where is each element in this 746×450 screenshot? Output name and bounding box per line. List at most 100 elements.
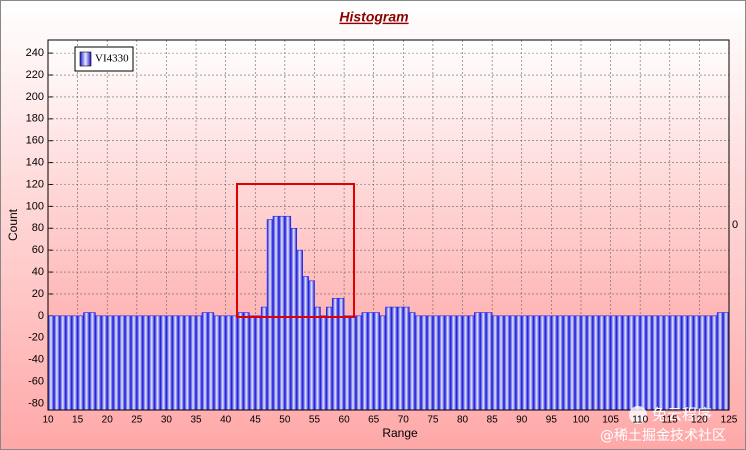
bar — [266, 219, 274, 411]
bar — [172, 315, 179, 411]
y-tick-label: -20 — [28, 332, 44, 344]
bar — [491, 315, 499, 411]
bar — [189, 315, 197, 411]
y-tick-label: 80 — [32, 222, 44, 234]
bar — [207, 312, 215, 411]
y-tick-label: 40 — [32, 266, 44, 278]
bar — [142, 315, 149, 411]
bar — [160, 315, 167, 411]
x-tick-label: 55 — [309, 415, 321, 426]
bar — [284, 215, 292, 411]
bar — [687, 315, 694, 411]
bar — [515, 315, 523, 411]
bar — [539, 315, 546, 411]
bar — [651, 315, 659, 411]
bar — [485, 312, 493, 411]
bar — [260, 306, 268, 411]
y-tick-label: 200 — [26, 91, 44, 103]
bars — [47, 215, 730, 411]
bar — [65, 315, 72, 411]
y-tick-label: 0 — [38, 310, 44, 322]
x-tick-label: 20 — [102, 415, 114, 426]
bar — [444, 315, 451, 411]
bar — [574, 315, 582, 411]
y-tick-label: -80 — [28, 397, 44, 409]
x-tick-label: 75 — [427, 415, 439, 426]
bar — [379, 315, 386, 411]
x-tick-label: 70 — [398, 415, 410, 426]
watermark-icon — [629, 406, 647, 424]
bar — [669, 315, 677, 411]
bar — [106, 315, 114, 411]
x-tick-label: 10 — [42, 415, 54, 426]
bar — [77, 315, 84, 411]
bar — [710, 315, 718, 411]
y-tick-label: 100 — [26, 200, 44, 212]
bar — [219, 315, 226, 411]
bar — [237, 312, 244, 411]
bar — [225, 315, 232, 411]
bar — [675, 315, 682, 411]
bar — [426, 315, 434, 411]
bar — [420, 315, 428, 411]
bar — [622, 315, 629, 411]
bar — [47, 315, 55, 411]
x-tick-label: 95 — [546, 415, 558, 426]
bar — [331, 298, 339, 411]
x-tick-label: 45 — [250, 415, 262, 426]
bar — [403, 306, 410, 411]
bar — [722, 312, 730, 411]
bar — [177, 315, 185, 411]
bar — [527, 315, 534, 411]
bar — [355, 315, 363, 411]
bar — [468, 315, 475, 411]
bar — [645, 315, 653, 411]
bar — [124, 315, 132, 411]
bar — [551, 315, 558, 411]
bar — [349, 315, 357, 411]
bar — [254, 315, 262, 411]
bar — [509, 315, 517, 411]
bar — [213, 315, 221, 411]
bar — [699, 315, 706, 411]
x-tick-label: 35 — [190, 415, 202, 426]
bar — [308, 280, 315, 411]
x-tick-label: 30 — [161, 415, 173, 426]
watermark-text: @稀土掘金技术社区 — [600, 428, 726, 444]
bar — [278, 215, 286, 411]
bar — [148, 315, 155, 411]
bar — [716, 312, 724, 411]
x-tick-label: 60 — [339, 415, 351, 426]
bar — [521, 315, 528, 411]
plot-border — [47, 39, 730, 411]
bar — [479, 312, 487, 411]
bar — [462, 315, 469, 411]
bar — [272, 215, 280, 411]
y-tick-label: 140 — [26, 157, 44, 169]
bar — [693, 315, 700, 411]
bar — [290, 227, 298, 411]
bar — [705, 315, 712, 411]
bar — [592, 315, 600, 411]
x-tick-label: 80 — [457, 415, 469, 426]
bar — [414, 315, 422, 411]
y2-axis-label: 0 — [732, 219, 738, 231]
bar — [639, 315, 647, 411]
bar — [183, 315, 191, 411]
bar — [556, 315, 564, 411]
bar — [243, 312, 250, 411]
bar — [71, 315, 78, 411]
chart-title: Histogram — [339, 9, 408, 25]
x-tick-label: 90 — [516, 415, 528, 426]
x-tick-label: 65 — [368, 415, 380, 426]
x-axis-label: Range — [382, 426, 418, 440]
bar — [302, 276, 309, 411]
y-tick-label: 220 — [26, 69, 44, 81]
x-tick-label: 110 — [632, 415, 648, 426]
x-tick-label: 115 — [662, 415, 678, 426]
y-tick-label: 160 — [26, 135, 44, 147]
bar — [628, 315, 635, 411]
bar — [391, 306, 398, 411]
y-tick-label: 20 — [32, 288, 44, 300]
watermark-text: 兔云程序 — [652, 406, 712, 424]
